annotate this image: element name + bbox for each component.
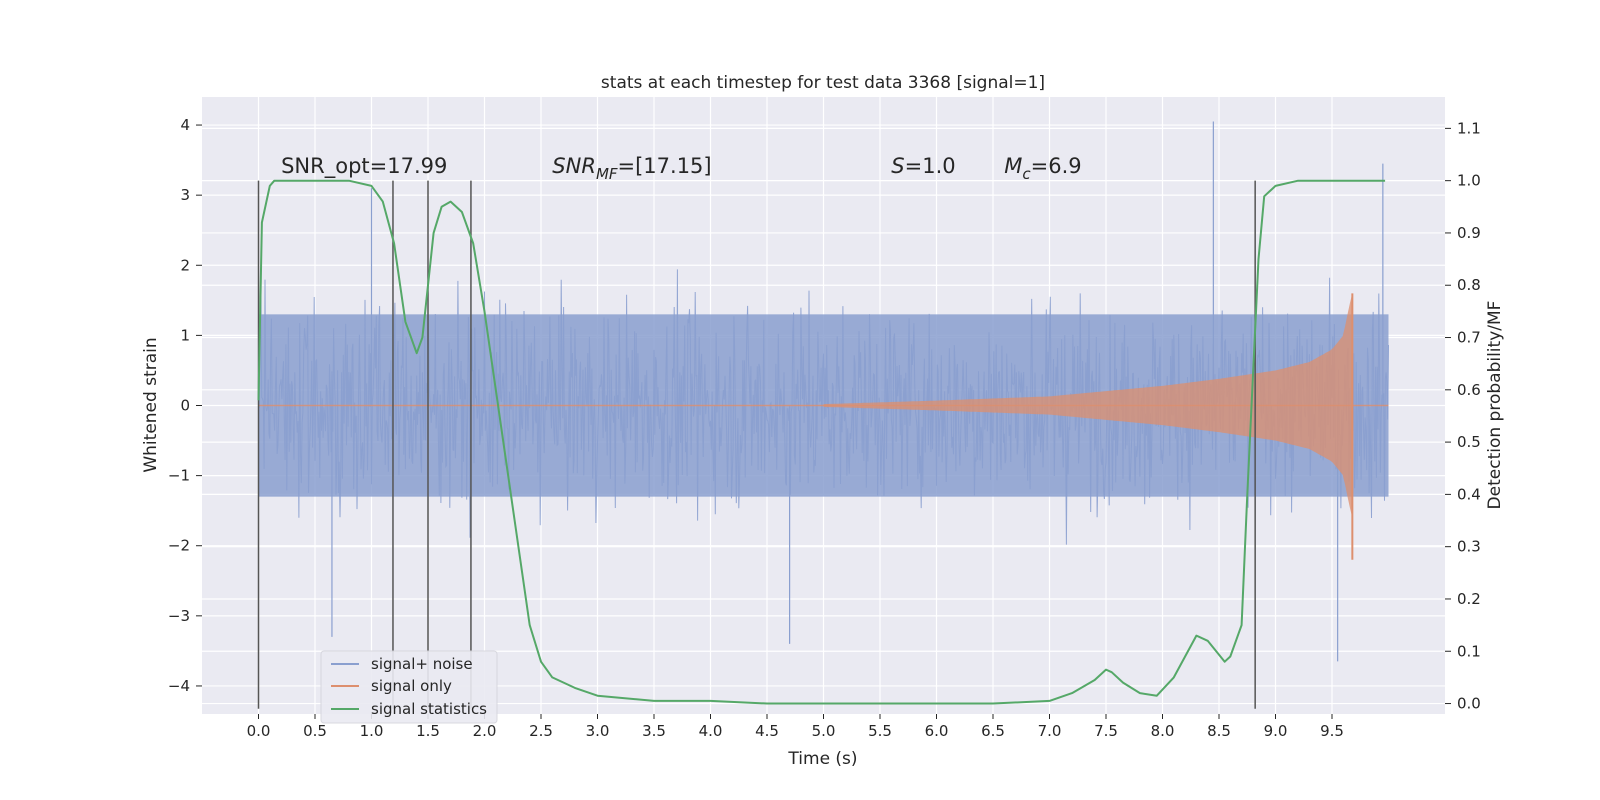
x-tick-label-9: 4.5 xyxy=(755,722,779,740)
y2-tick-label-0: 1.1 xyxy=(1457,119,1481,137)
y-tick-label-7: −3 xyxy=(168,607,190,625)
y-tick-label-8: −4 xyxy=(168,677,190,695)
x-tick-label-0: 0.0 xyxy=(247,722,271,740)
y2-tick-label-7: 0.4 xyxy=(1457,485,1481,503)
legend-label-signal-statistics: signal statistics xyxy=(371,700,487,718)
x-tick-label-17: 8.5 xyxy=(1207,722,1231,740)
annotations: SNR_opt=17.99 SNRMF=[17.15] S=1.0 Mc=6.9 xyxy=(281,154,1082,183)
y-axis-label: Whitened strain xyxy=(141,337,161,472)
x-tick-label-7: 3.5 xyxy=(642,722,666,740)
y2-tick-label-9: 0.2 xyxy=(1457,590,1481,608)
legend: signal+ noise signal only signal statist… xyxy=(320,650,498,724)
y2-tick-label-6: 0.5 xyxy=(1457,433,1481,451)
y-axis-ticks: 4 3 2 1 0 −1 −2 −3 −4 xyxy=(168,116,202,695)
annotation-2-main: S xyxy=(891,154,904,178)
annotation-2-suffix: =1.0 xyxy=(905,154,956,178)
x-tick-label-3: 1.5 xyxy=(416,722,440,740)
annotation-0-main: SNR_opt=17.99 xyxy=(281,154,447,179)
x-axis-ticks: 0.0 0.5 1.0 1.5 2.0 2.5 3.0 3.5 4.0 4.5 5.0 5.5 6.0 6… xyxy=(247,714,1344,740)
annotation-3-main: M xyxy=(1004,154,1022,178)
y2-tick-label-8: 0.3 xyxy=(1457,538,1481,556)
y2-axis-label: Detection probability/MF xyxy=(1485,301,1505,510)
x-tick-label-1: 0.5 xyxy=(303,722,327,740)
x-tick-label-16: 8.0 xyxy=(1151,722,1175,740)
x-tick-label-19: 9.5 xyxy=(1320,722,1344,740)
annotation-2: S=1.0 xyxy=(891,154,955,178)
y-tick-label-3: 1 xyxy=(180,326,190,344)
y2-tick-label-1: 1.0 xyxy=(1457,172,1481,190)
annotation-3-sub: c xyxy=(1022,165,1031,183)
y-tick-label-1: 3 xyxy=(180,186,190,204)
x-tick-label-14: 7.0 xyxy=(1038,722,1062,740)
series-signal-only xyxy=(258,293,1389,560)
y-tick-label-0: 4 xyxy=(180,116,190,134)
annotation-1-main: SNR xyxy=(552,154,596,178)
vertical-markers xyxy=(257,180,1256,709)
annotation-1-sub: MF xyxy=(596,165,618,183)
x-tick-label-11: 5.5 xyxy=(868,722,892,740)
x-tick-label-18: 9.0 xyxy=(1264,722,1288,740)
annotation-1-suffix: =[17.15] xyxy=(618,154,712,178)
chart-title: stats at each timestep for test data 336… xyxy=(601,73,1045,93)
x-tick-label-13: 6.5 xyxy=(981,722,1005,740)
x-tick-label-4: 2.0 xyxy=(473,722,497,740)
annotation-3: Mc=6.9 xyxy=(1004,154,1081,183)
x-tick-label-12: 6.0 xyxy=(925,722,949,740)
x-tick-label-5: 2.5 xyxy=(529,722,553,740)
legend-label-signal-only: signal only xyxy=(371,677,452,695)
series-signal-statistics xyxy=(257,179,1386,705)
y2-tick-label-10: 0.1 xyxy=(1457,642,1481,660)
noise-trace xyxy=(258,269,1389,545)
x-tick-label-8: 4.0 xyxy=(699,722,723,740)
x-tick-label-2: 1.0 xyxy=(360,722,384,740)
x-tick-label-10: 5.0 xyxy=(812,722,836,740)
y2-tick-label-11: 0.0 xyxy=(1457,695,1481,713)
x-tick-label-6: 3.0 xyxy=(586,722,610,740)
y-tick-label-5: −1 xyxy=(168,467,190,485)
y2-tick-label-5: 0.6 xyxy=(1457,381,1481,399)
y-tick-label-2: 2 xyxy=(180,256,190,274)
annotation-1: SNRMF=[17.15] xyxy=(552,154,711,183)
signal-statistics-line xyxy=(257,179,1386,705)
annotation-0: SNR_opt=17.99 xyxy=(281,154,447,179)
y2-tick-label-3: 0.8 xyxy=(1457,276,1481,294)
x-tick-label-15: 7.5 xyxy=(1094,722,1118,740)
y2-axis-ticks: 1.1 1.0 0.9 0.8 0.7 0.6 0.5 0.4 0.3 0.2 0.1 0.0 xyxy=(1445,119,1481,713)
x-axis-label: Time (s) xyxy=(787,749,857,769)
y2-tick-label-4: 0.7 xyxy=(1457,329,1481,347)
legend-label-signal-noise: signal+ noise xyxy=(371,655,473,673)
y2-tick-label-2: 0.9 xyxy=(1457,224,1481,242)
legend-box xyxy=(320,650,498,724)
annotation-3-suffix: =6.9 xyxy=(1031,154,1082,178)
y-tick-label-4: 0 xyxy=(180,397,190,415)
y-tick-label-6: −2 xyxy=(168,537,190,555)
